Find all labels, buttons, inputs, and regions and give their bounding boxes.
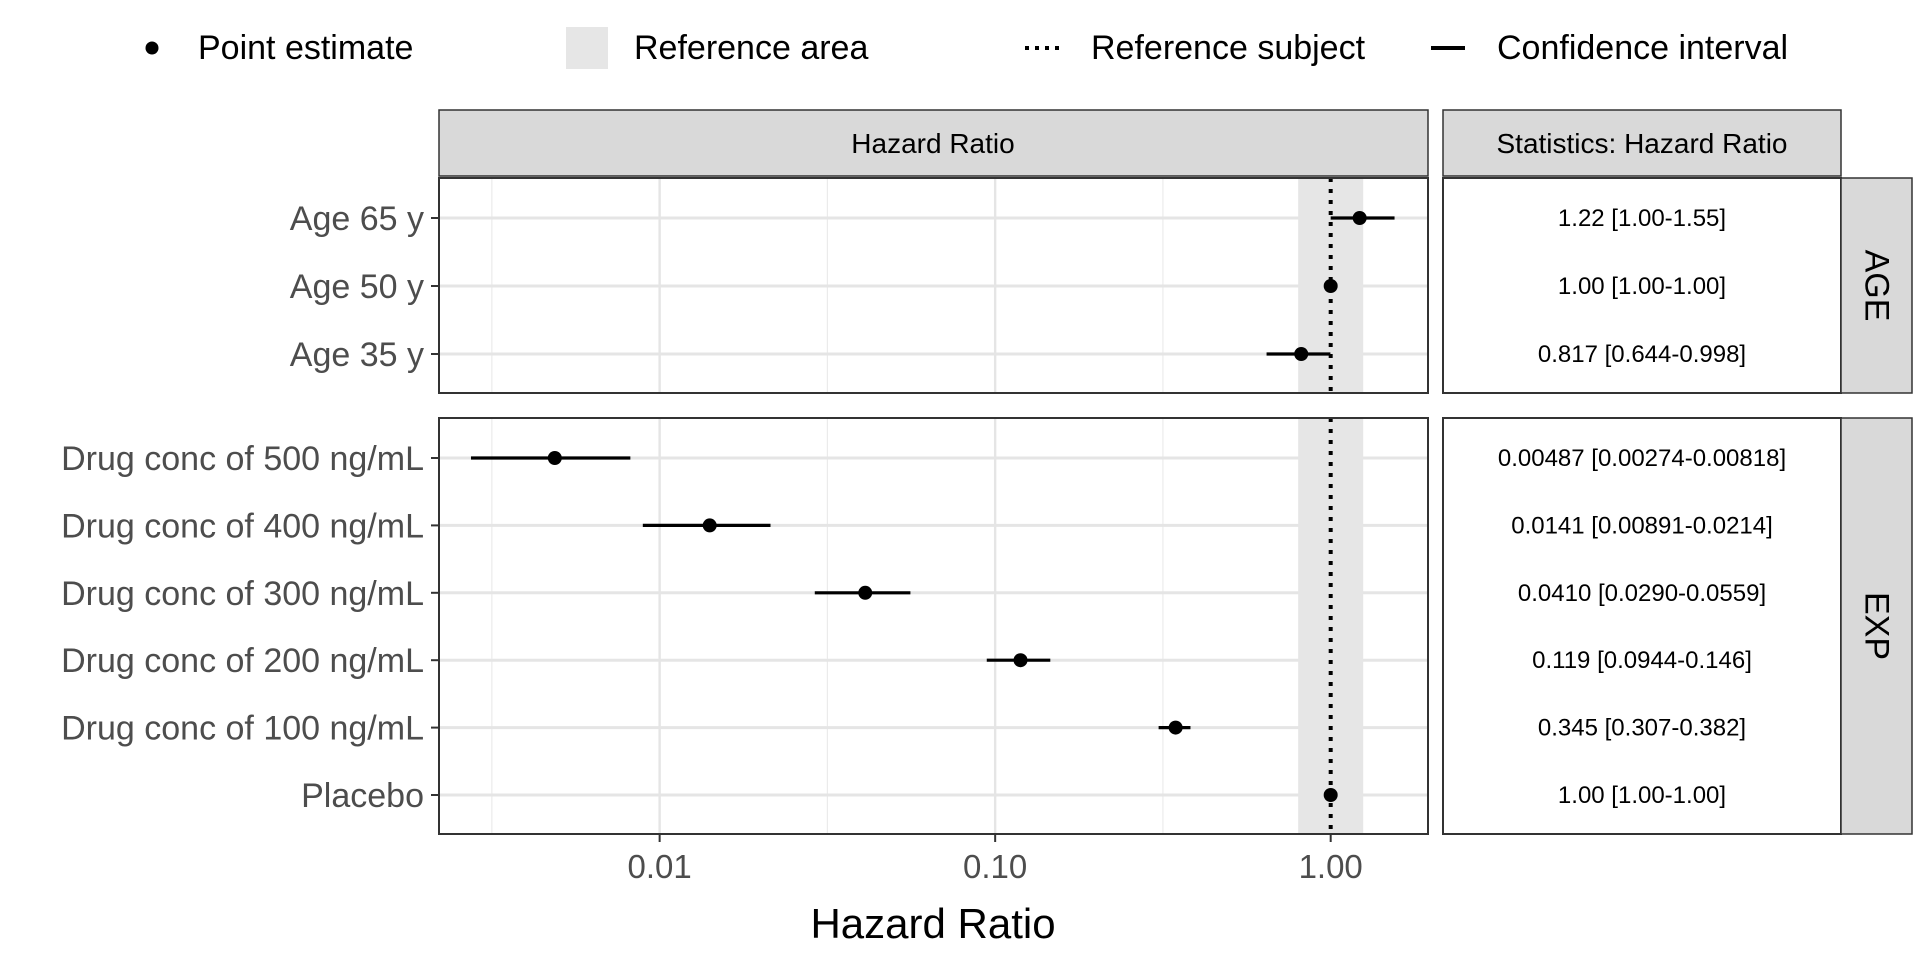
forest-strip <box>438 109 1429 177</box>
stat-text: 1.00 [1.00-1.00] <box>1558 273 1726 300</box>
stat-text: 0.0141 [0.00891-0.0214] <box>1511 512 1773 539</box>
legend-point-estimate-label: Point estimate <box>198 29 413 67</box>
panel-border <box>438 417 1429 835</box>
point-estimate <box>1013 653 1028 668</box>
point-estimate <box>1352 211 1367 225</box>
stats-strip-label: Statistics: Hazard Ratio <box>1497 128 1788 159</box>
stat-text: 0.345 [0.307-0.382] <box>1538 715 1746 742</box>
stat-text: 0.817 [0.644-0.998] <box>1538 341 1746 368</box>
x-axis-title: Hazard Ratio <box>810 900 1055 947</box>
y-tick-label: Age 50 y <box>290 268 424 306</box>
stat-text: 1.22 [1.00-1.55] <box>1558 205 1726 232</box>
y-tick-label: Drug conc of 100 ng/mL <box>61 710 424 748</box>
stats-strip <box>1442 109 1842 177</box>
y-tick-label: Drug conc of 200 ng/mL <box>61 642 424 680</box>
panel-background <box>439 418 1428 834</box>
x-tick-label: 0.01 <box>628 848 692 885</box>
y-tick-label: Drug conc of 500 ng/mL <box>61 440 424 478</box>
panel-border <box>438 177 1429 394</box>
x-tick-label: 1.00 <box>1299 848 1363 885</box>
legend-reference-subject-label: Reference subject <box>1091 29 1366 67</box>
x-tick-label: 0.10 <box>963 848 1027 885</box>
point-estimate <box>1323 788 1338 802</box>
y-tick-label: Age 35 y <box>290 336 424 374</box>
point-estimate <box>1323 279 1338 293</box>
y-tick-label: Drug conc of 300 ng/mL <box>61 575 424 613</box>
stat-text: 1.00 [1.00-1.00] <box>1558 782 1726 809</box>
y-tick-label: Placebo <box>301 777 424 815</box>
point-estimate <box>858 585 873 600</box>
legend: Point estimate Reference area Reference … <box>145 27 1788 69</box>
point-estimate <box>702 518 717 533</box>
y-tick-label: Age 65 y <box>290 200 424 238</box>
facet-strip <box>1840 417 1913 835</box>
point-estimate <box>547 451 562 465</box>
legend-reference-area-label: Reference area <box>634 29 868 67</box>
panel-exp: Drug conc of 500 ng/mL 0.00487 [0.00274-0… <box>61 417 1913 835</box>
point-estimate <box>1294 347 1309 361</box>
point-estimate <box>1168 720 1183 735</box>
y-tick-label: Drug conc of 400 ng/mL <box>61 507 424 545</box>
facet-strip <box>1840 177 1913 394</box>
legend-confidence-interval-label: Confidence interval <box>1497 29 1788 67</box>
legend-point-estimate-key <box>145 41 159 55</box>
stat-text: 0.0410 [0.0290-0.0559] <box>1518 580 1766 607</box>
stat-text: 0.00487 [0.00274-0.00818] <box>1498 445 1786 472</box>
stats-panel-border <box>1442 417 1842 835</box>
forest-strip-label: Hazard Ratio <box>851 128 1014 159</box>
chart-layer: Age 65 y 1.22 [1.00-1.55] Age 50 y 1.00 [1.… <box>61 177 1913 885</box>
panel-age: Age 65 y 1.22 [1.00-1.55] Age 50 y 1.00 [1.… <box>290 177 1913 394</box>
facet-strip-label: EXP <box>1858 592 1896 660</box>
facet-strip-label: AGE <box>1858 250 1896 322</box>
legend-reference-area-key <box>566 27 608 69</box>
stat-text: 0.119 [0.0944-0.146] <box>1532 647 1752 674</box>
